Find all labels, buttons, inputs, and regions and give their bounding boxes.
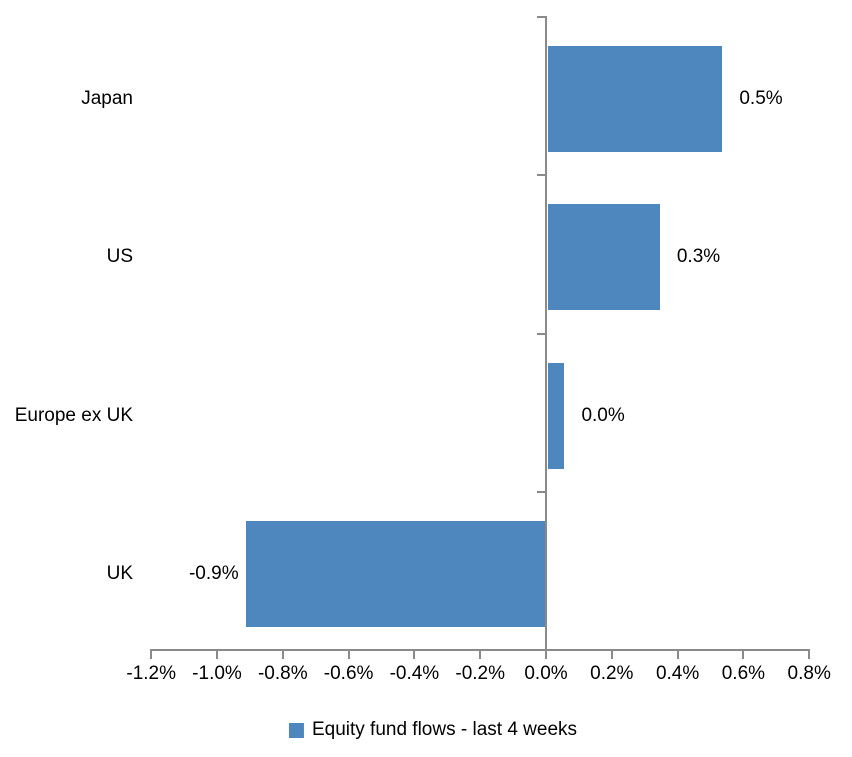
legend-marker-icon [288,722,304,738]
category-label-japan: Japan [81,88,133,110]
value-axis-tick [676,649,679,659]
bar-europe-ex-uk [548,362,565,469]
bar-uk [245,520,545,627]
category-axis-tick [537,16,545,18]
legend-label: Equity fund flows - last 4 weeks [311,719,578,740]
category-axis-tick [537,332,545,335]
value-axis-tick-label: 0.2% [590,663,634,684]
value-axis-tick [216,649,218,659]
value-axis-tick [413,649,416,659]
value-axis-tick [808,649,811,659]
value-label-uk: -0.9% [188,562,239,584]
value-axis-tick-label: -1.0% [192,663,242,684]
value-axis-tick-label: 0.4% [655,663,700,684]
value-axis-tick-label: -0.4% [389,663,440,684]
value-axis-tick [150,649,153,659]
category-axis-line [545,16,547,651]
value-axis-tick-label: -1.2% [126,663,177,684]
value-axis-tick [610,649,613,659]
category-label-us: US [106,246,133,268]
value-axis-tick-label: 0.6% [721,663,766,684]
value-axis-tick-label: -0.2% [455,663,506,684]
bar-japan [548,46,723,153]
value-axis-tick-label: -0.6% [323,663,374,684]
category-label-europe-ex-uk: Europe ex UK [14,404,133,426]
category-axis-tick [537,490,545,493]
value-axis-tick [281,649,284,659]
value-label-japan: 0.5% [739,88,783,110]
value-label-europe-ex-uk: 0.0% [581,404,625,426]
value-axis-tick-label: 0.0% [524,663,568,684]
bar-us [548,204,660,311]
value-axis-tick-label: 0.8% [787,663,831,684]
value-axis-tick [479,649,482,659]
value-axis-tick-label: -0.8% [257,663,308,684]
category-axis-tick [537,174,545,177]
legend: Equity fund flows - last 4 weeks [288,719,578,741]
value-axis-tick [545,649,547,659]
value-label-us: 0.3% [676,246,721,268]
category-label-uk: UK [106,562,133,584]
value-axis-tick [742,649,745,659]
value-axis-tick [347,649,350,659]
